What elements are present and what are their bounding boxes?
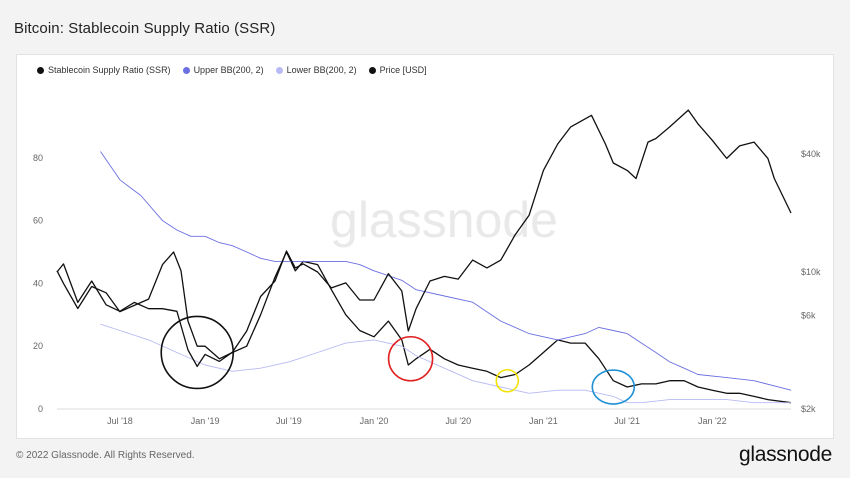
series-line-ssr bbox=[56, 251, 792, 404]
legend-dot-lower-bb bbox=[275, 66, 283, 74]
series-line-lower-bb bbox=[100, 323, 791, 404]
legend-label-price: Price [USD] bbox=[379, 65, 427, 75]
legend-item-upper-bb[interactable]: Upper BB(200, 2) bbox=[182, 65, 264, 75]
chart-plot: glassnode 0 20 40 60 80 $2k $6k $10k $40k Jul '18 J… bbox=[33, 109, 821, 426]
y-left-tick-label: 40 bbox=[33, 278, 43, 288]
legend-item-price[interactable]: Price [USD] bbox=[368, 65, 427, 75]
y-right-tick-label: $10k bbox=[801, 267, 821, 277]
y-right-tick-label: $6k bbox=[801, 310, 816, 320]
y-right-tick-label: $2k bbox=[801, 404, 816, 414]
watermark-text: glassnode bbox=[330, 192, 558, 248]
glassnode-logo[interactable]: glassnode bbox=[738, 443, 832, 466]
legend-label-upper-bb: Upper BB(200, 2) bbox=[193, 65, 264, 75]
x-tick-label: Jul '20 bbox=[445, 416, 471, 426]
chart-legend: Stablecoin Supply Ratio (SSR) Upper BB(2… bbox=[37, 65, 427, 75]
y-left-tick-label: 80 bbox=[33, 153, 43, 163]
x-tick-label: Jan '21 bbox=[529, 416, 558, 426]
chart-title: Bitcoin: Stablecoin Supply Ratio (SSR) bbox=[14, 20, 276, 37]
annotation-circle-red bbox=[387, 335, 434, 382]
x-tick-label: Jan '20 bbox=[360, 416, 389, 426]
legend-item-ssr[interactable]: Stablecoin Supply Ratio (SSR) bbox=[37, 65, 171, 75]
copyright-footer: © 2022 Glassnode. All Rights Reserved. bbox=[16, 450, 195, 461]
legend-dot-ssr bbox=[37, 66, 44, 74]
legend-label-lower-bb: Lower BB(200, 2) bbox=[286, 65, 357, 75]
chart-panel: Stablecoin Supply Ratio (SSR) Upper BB(2… bbox=[16, 54, 834, 439]
annotation-circle-blue bbox=[591, 369, 636, 405]
legend-label-ssr: Stablecoin Supply Ratio (SSR) bbox=[48, 65, 171, 75]
y-right-tick-label: $40k bbox=[801, 149, 821, 159]
annotation-circle-yellow bbox=[495, 368, 520, 393]
y-left-tick-label: 0 bbox=[38, 404, 43, 414]
series-line-upper-bb bbox=[100, 151, 792, 391]
legend-dot-upper-bb bbox=[182, 66, 190, 74]
x-tick-label: Jul '18 bbox=[107, 416, 133, 426]
x-tick-label: Jan '22 bbox=[698, 416, 727, 426]
x-tick-label: Jul '21 bbox=[614, 416, 640, 426]
annotation-circle-black bbox=[160, 315, 235, 390]
legend-item-lower-bb[interactable]: Lower BB(200, 2) bbox=[275, 65, 357, 75]
y-left-tick-label: 20 bbox=[33, 341, 43, 351]
series-line-price bbox=[56, 109, 792, 368]
legend-dot-price bbox=[368, 66, 376, 74]
y-left-tick-label: 60 bbox=[33, 216, 43, 226]
x-tick-label: Jul '19 bbox=[276, 416, 302, 426]
x-tick-label: Jan '19 bbox=[191, 416, 220, 426]
